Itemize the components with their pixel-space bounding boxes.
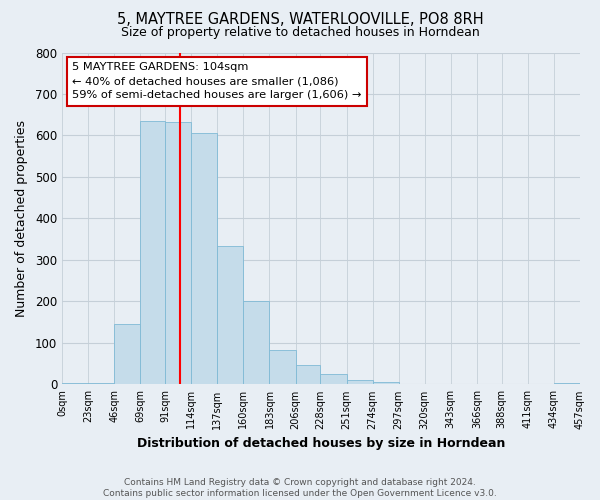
Bar <box>296 366 320 384</box>
Bar <box>217 246 244 384</box>
Text: Contains HM Land Registry data © Crown copyright and database right 2024.
Contai: Contains HM Land Registry data © Crown c… <box>103 478 497 498</box>
Bar <box>140 121 165 384</box>
Bar <box>554 383 580 384</box>
Text: 5 MAYTREE GARDENS: 104sqm
← 40% of detached houses are smaller (1,086)
59% of se: 5 MAYTREE GARDENS: 104sqm ← 40% of detac… <box>73 62 362 100</box>
Bar <box>191 132 217 384</box>
Bar <box>88 383 114 384</box>
Bar <box>244 302 269 384</box>
Bar <box>114 324 140 384</box>
Y-axis label: Number of detached properties: Number of detached properties <box>15 120 28 317</box>
Text: 5, MAYTREE GARDENS, WATERLOOVILLE, PO8 8RH: 5, MAYTREE GARDENS, WATERLOOVILLE, PO8 8… <box>116 12 484 28</box>
Bar <box>320 374 347 384</box>
Text: Size of property relative to detached houses in Horndean: Size of property relative to detached ho… <box>121 26 479 39</box>
X-axis label: Distribution of detached houses by size in Horndean: Distribution of detached houses by size … <box>137 437 505 450</box>
Bar <box>165 122 191 384</box>
Bar <box>347 380 373 384</box>
Bar <box>373 382 398 384</box>
Bar <box>269 350 296 384</box>
Bar <box>62 383 88 384</box>
